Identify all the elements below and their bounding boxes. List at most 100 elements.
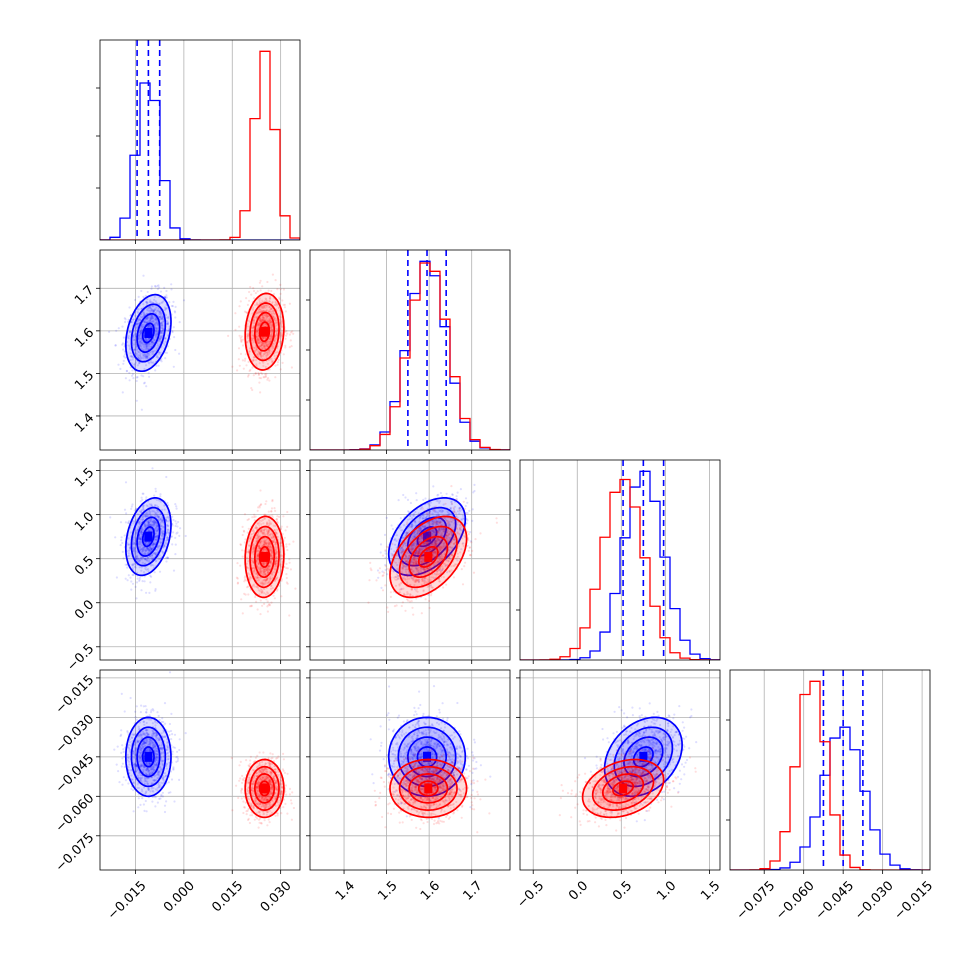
scatter-point — [134, 566, 137, 569]
scatter-point — [144, 294, 147, 297]
scatter-point — [172, 326, 175, 329]
scatter-point — [267, 320, 270, 323]
scatter-point — [124, 521, 127, 524]
scatter-point — [264, 304, 268, 307]
scatter-point — [271, 329, 274, 332]
scatter-point — [256, 336, 259, 339]
scatter-point — [136, 347, 139, 350]
scatter-point — [144, 347, 147, 350]
scatter-point — [177, 520, 180, 524]
scatter-point — [124, 481, 128, 484]
scatter-point — [132, 573, 135, 577]
scatter-point — [273, 339, 276, 342]
scatter-point — [142, 315, 145, 318]
scatter-point — [146, 290, 149, 294]
scatter-point — [270, 359, 273, 362]
scatter-point — [258, 340, 261, 343]
scatter-point — [151, 547, 154, 550]
scatter-point — [290, 331, 293, 334]
scatter-point — [285, 576, 288, 580]
scatter-point — [142, 508, 145, 511]
scatter-point — [252, 289, 256, 293]
scatter-point — [178, 534, 181, 538]
scatter-point — [442, 586, 445, 589]
scatter-point — [146, 547, 149, 550]
scatter-point — [234, 312, 237, 315]
scatter-point — [158, 302, 161, 305]
scatter-point — [129, 330, 132, 333]
scatter-point — [159, 331, 162, 335]
scatter-point — [278, 515, 281, 519]
scatter-point — [153, 521, 156, 524]
scatter-point — [142, 375, 145, 378]
scatter-point — [160, 519, 163, 522]
scatter-point — [242, 529, 245, 532]
scatter-point — [266, 340, 269, 344]
scatter-point — [262, 364, 265, 367]
scatter-point — [141, 561, 144, 564]
scatter-point — [148, 541, 151, 544]
scatter-point — [252, 341, 255, 344]
scatter-point — [141, 550, 144, 553]
scatter-point — [155, 529, 158, 532]
scatter-point — [279, 340, 282, 343]
scatter-point — [138, 537, 142, 541]
scatter-point — [271, 324, 274, 327]
scatter-point — [154, 326, 157, 329]
scatter-point — [281, 299, 284, 302]
scatter-point — [119, 367, 122, 370]
scatter-point — [167, 516, 170, 520]
scatter-point — [150, 301, 153, 304]
scatter-point — [386, 606, 389, 609]
scatter-point — [148, 503, 151, 506]
scatter-point — [128, 546, 131, 550]
scatter-point — [139, 329, 142, 332]
scatter-point — [162, 327, 165, 330]
scatter-point — [266, 600, 269, 603]
scatter-point — [147, 519, 150, 522]
scatter-point — [129, 314, 132, 317]
scatter-point — [261, 285, 264, 288]
scatter-point — [258, 321, 261, 324]
scatter-point — [275, 327, 278, 331]
scatter-point — [138, 537, 141, 540]
scatter-point — [246, 333, 249, 336]
scatter-point — [122, 336, 125, 339]
scatter-point — [265, 344, 268, 347]
scatter-point — [140, 537, 143, 541]
scatter-point — [142, 553, 145, 556]
scatter-point — [146, 316, 149, 319]
scatter-point — [153, 349, 156, 352]
scatter-point — [139, 345, 143, 348]
scatter-point — [147, 521, 150, 524]
scatter-point — [261, 316, 264, 319]
scatter-point — [156, 323, 159, 326]
scatter-point — [247, 375, 250, 378]
scatter-point — [165, 520, 168, 523]
scatter-point — [464, 512, 467, 515]
scatter-point — [143, 321, 146, 324]
scatter-point — [139, 357, 142, 360]
scatter-point — [152, 541, 155, 544]
scatter-point — [165, 351, 168, 354]
scatter-point — [166, 515, 169, 518]
scatter-point — [262, 376, 265, 379]
scatter-point — [133, 509, 136, 512]
scatter-point — [268, 604, 272, 607]
scatter-point — [153, 520, 156, 523]
scatter-point — [151, 352, 154, 355]
scatter-point — [166, 528, 170, 532]
scatter-point — [147, 523, 150, 526]
scatter-point — [114, 344, 117, 347]
scatter-point — [138, 523, 142, 526]
scatter-point — [305, 570, 307, 572]
scatter-point — [263, 305, 266, 308]
scatter-point — [142, 382, 146, 385]
scatter-point — [145, 312, 148, 315]
scatter-point — [253, 346, 256, 350]
scatter-point — [137, 335, 140, 338]
scatter-point — [241, 612, 244, 615]
scatter-point — [270, 601, 273, 604]
scatter-point — [146, 543, 149, 546]
scatter-point — [272, 315, 275, 318]
